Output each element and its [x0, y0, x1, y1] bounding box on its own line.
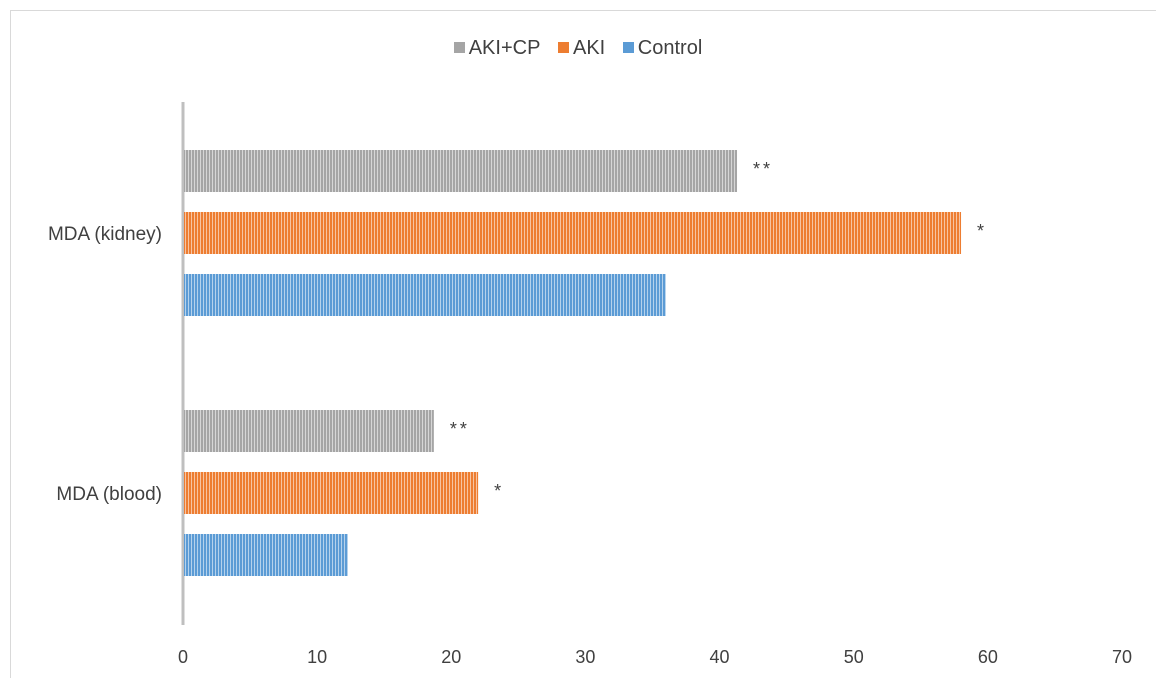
bar-akicp-mdablood — [184, 410, 434, 452]
x-tick-label-50: 50 — [844, 647, 864, 667]
significance-mark-aki-mdakidney: * — [977, 221, 987, 241]
legend-item-aki: AKI — [557, 37, 606, 60]
x-tick-label-60: 60 — [978, 647, 998, 667]
category-label-mdablood: MDA (blood) — [56, 484, 162, 505]
legend-swatch-control — [622, 42, 634, 53]
category-label-mdakidney: MDA (kidney) — [48, 224, 162, 245]
bar-akicp-mdakidney — [184, 150, 738, 192]
chart-frame — [10, 10, 1156, 678]
x-tick-label-40: 40 — [710, 647, 730, 667]
legend-label-aki: AKI — [572, 37, 606, 59]
x-tick-label-10: 10 — [307, 647, 327, 667]
legend-item-akicp: AKI+CP — [453, 37, 541, 60]
x-tick-label-30: 30 — [575, 647, 595, 667]
x-tick-label-20: 20 — [441, 647, 461, 667]
bar-aki-mdakidney — [184, 212, 962, 254]
significance-mark-aki-mdablood: * — [494, 481, 504, 501]
legend-swatch-aki — [557, 42, 569, 53]
significance-mark-akicp-mdakidney: ** — [753, 159, 773, 179]
bar-control-mdakidney — [184, 274, 666, 316]
legend: AKI+CP AKI Control — [0, 37, 1156, 60]
legend-item-control: Control — [622, 37, 703, 60]
legend-swatch-akicp — [453, 42, 465, 53]
significance-mark-akicp-mdablood: ** — [450, 419, 470, 439]
bar-control-mdablood — [184, 534, 348, 576]
x-tick-label-70: 70 — [1112, 647, 1132, 667]
legend-label-control: Control — [637, 37, 703, 59]
bar-aki-mdablood — [184, 472, 479, 514]
x-tick-label-0: 0 — [178, 647, 188, 667]
legend-label-akicp: AKI+CP — [468, 37, 541, 59]
